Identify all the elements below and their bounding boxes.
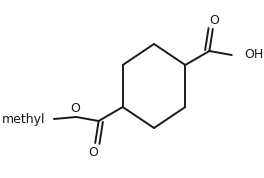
Text: O: O xyxy=(70,101,80,114)
Text: methyl: methyl xyxy=(2,112,45,125)
Text: O: O xyxy=(210,14,219,27)
Text: OH: OH xyxy=(244,48,263,62)
Text: O: O xyxy=(88,145,98,158)
